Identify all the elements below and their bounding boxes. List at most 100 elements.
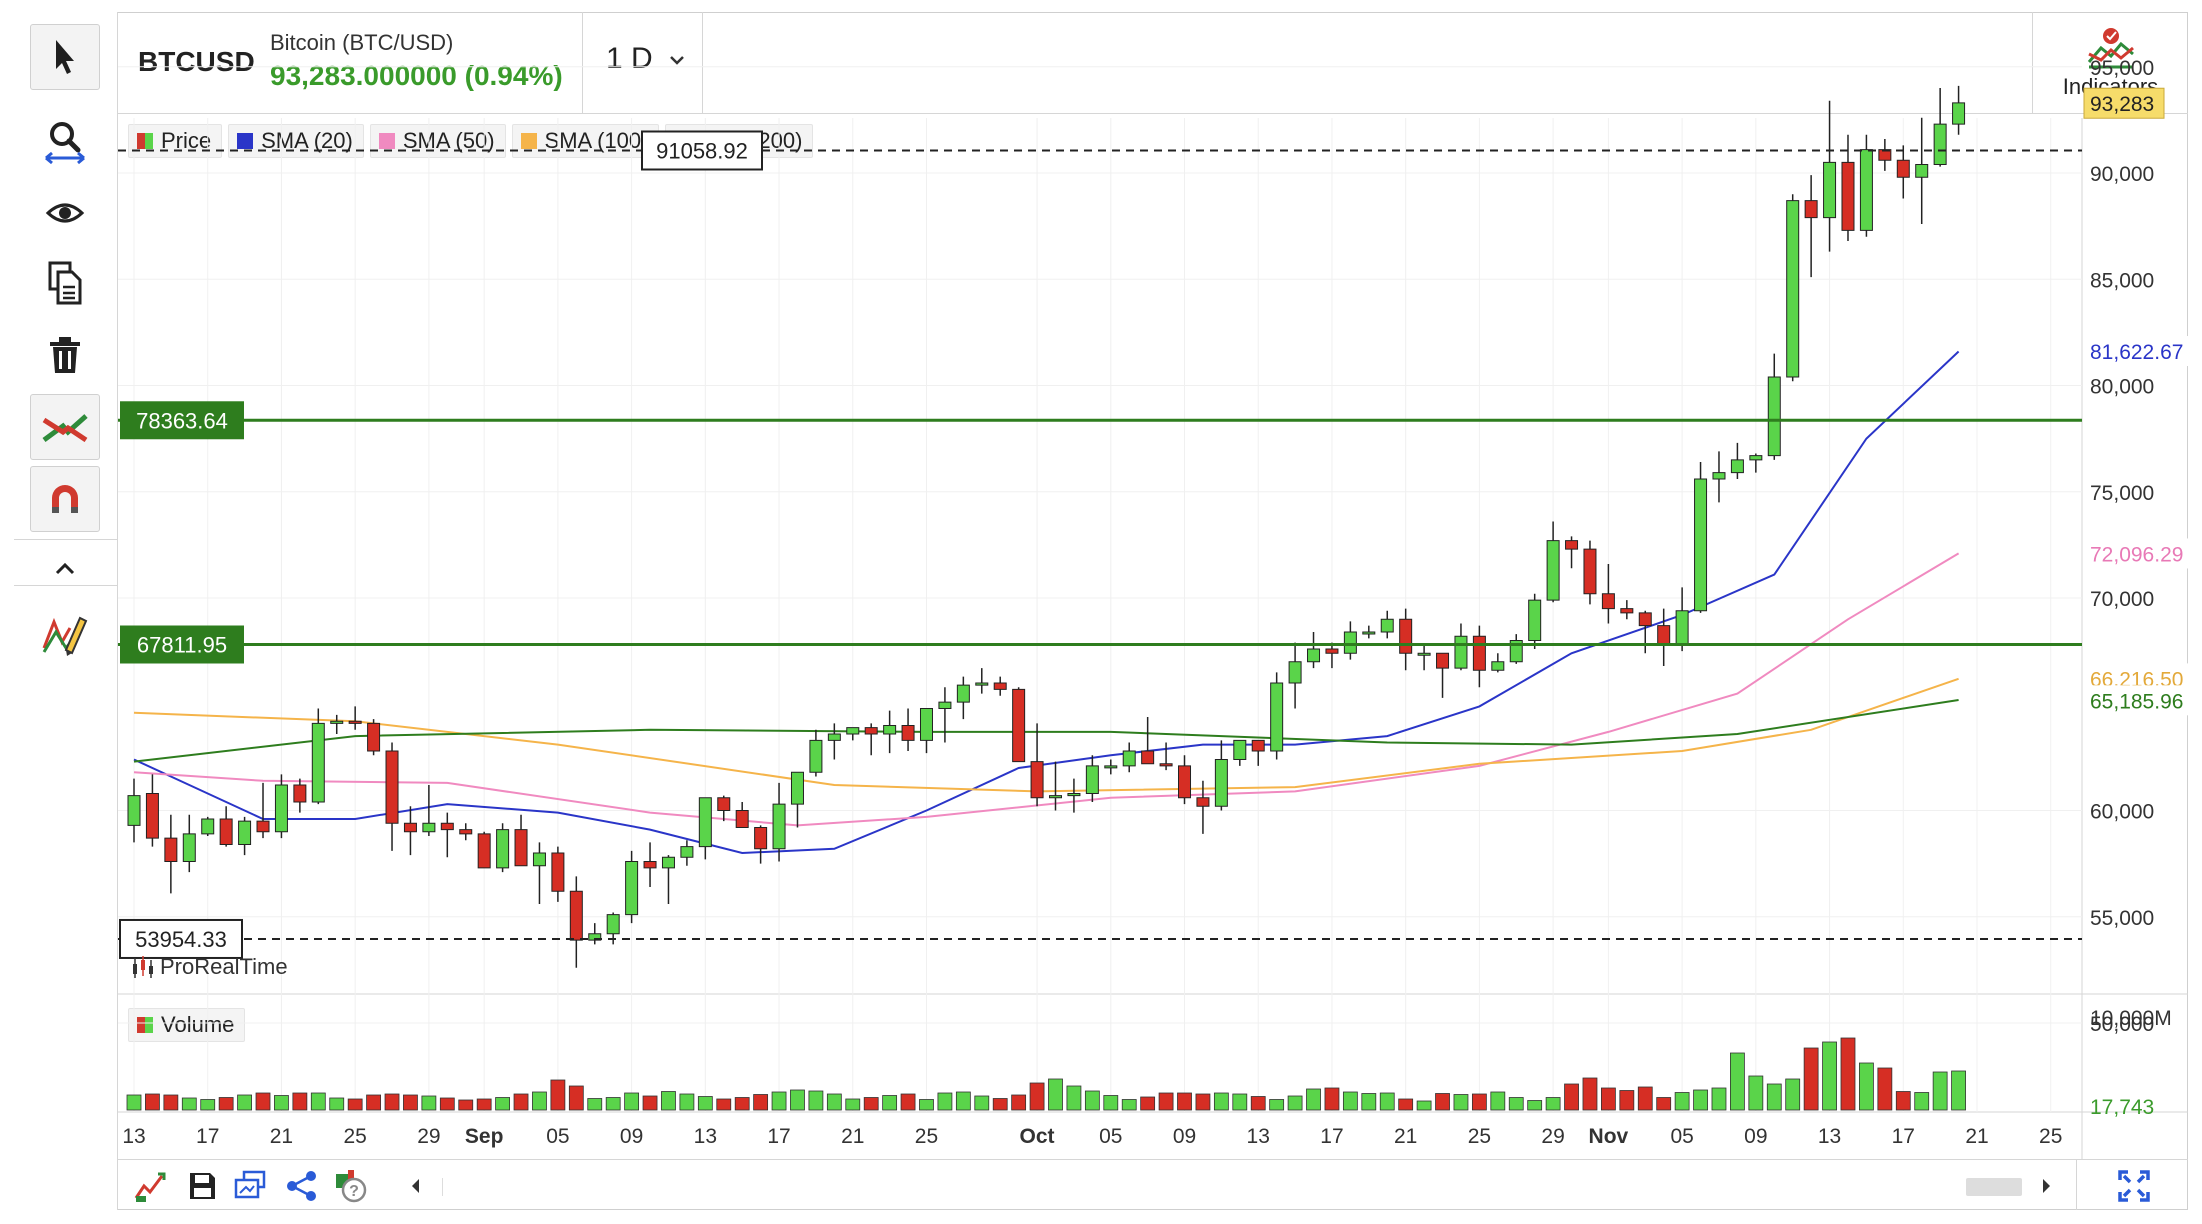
- zoom-tool-button[interactable]: [30, 108, 100, 174]
- delete-drawing-button[interactable]: [30, 322, 100, 388]
- volume-bar: [145, 1093, 160, 1111]
- volume-bar: [1711, 1087, 1727, 1111]
- candle-body: [625, 861, 639, 916]
- copy-drawing-button[interactable]: [30, 250, 100, 316]
- candle: [1307, 632, 1321, 669]
- candle: [625, 850, 639, 924]
- volume-bar: [495, 1097, 511, 1111]
- candle: [809, 729, 823, 777]
- magnet-mode-button[interactable]: [30, 466, 100, 532]
- volume-bar: [1895, 1091, 1911, 1111]
- sma50-swatch: [378, 133, 395, 149]
- screenshot-icon[interactable]: [232, 1168, 268, 1204]
- candle-body: [993, 682, 1007, 690]
- candle: [698, 797, 712, 860]
- candle-body: [348, 720, 362, 724]
- volume-bar: [384, 1093, 400, 1111]
- time-tick-label: 29: [1541, 1125, 1564, 1148]
- drawing-tools-button[interactable]: [30, 600, 100, 666]
- timeframe-selector[interactable]: 1 D: [606, 42, 653, 75]
- scroll-thumb[interactable]: [1966, 1178, 2022, 1196]
- volume-bar: [1619, 1090, 1635, 1111]
- candle-body: [698, 797, 712, 848]
- symbol-ticker[interactable]: BTCUSD: [138, 46, 255, 77]
- price-tick-label: 80,000: [2090, 376, 2154, 399]
- trade-icon[interactable]: [132, 1168, 168, 1204]
- candle-body: [1454, 635, 1468, 669]
- price-swatch: [137, 133, 153, 149]
- price-tag-box: [2084, 685, 2188, 716]
- candle: [901, 708, 915, 751]
- candle: [588, 923, 602, 945]
- candle: [1804, 175, 1818, 278]
- volume-bar: [1103, 1095, 1119, 1111]
- cursor-arrow-icon: [56, 40, 74, 74]
- price-tag-box: [2084, 336, 2188, 367]
- volume-bar: [955, 1091, 971, 1111]
- share-icon[interactable]: [284, 1168, 320, 1204]
- volume-bar: [1582, 1077, 1598, 1111]
- candle: [164, 814, 178, 894]
- chevron-down-icon[interactable]: [668, 54, 686, 68]
- volume-bar: [1011, 1094, 1027, 1111]
- trend-tool-button[interactable]: [30, 394, 100, 460]
- candle: [145, 774, 159, 847]
- legend-item-volume[interactable]: Volume: [128, 1008, 246, 1042]
- volume-bar: [532, 1091, 547, 1111]
- volume-bar: [1379, 1092, 1395, 1111]
- candle: [938, 687, 952, 743]
- candle-body: [827, 733, 841, 741]
- candle-body: [569, 890, 583, 941]
- candle-body: [238, 820, 252, 845]
- help-icon[interactable]: ?: [332, 1168, 368, 1204]
- candle-body: [643, 861, 657, 869]
- candle: [551, 846, 565, 902]
- price-tag-text: 72,096.29: [2090, 543, 2183, 566]
- candle: [1049, 761, 1062, 811]
- show-hide-button[interactable]: [30, 180, 100, 246]
- candle: [1546, 521, 1560, 603]
- candle: [348, 706, 362, 730]
- candle-body: [846, 727, 860, 735]
- legend-item-price[interactable]: Price: [128, 124, 223, 158]
- scroll-left-icon[interactable]: [408, 1176, 424, 1196]
- candle: [661, 855, 675, 904]
- candle: [717, 795, 731, 822]
- candle-body: [1012, 688, 1026, 763]
- volume-bar: [237, 1094, 252, 1111]
- candle-body: [1859, 149, 1873, 231]
- candle: [1122, 742, 1136, 773]
- volume-bar: [439, 1097, 455, 1111]
- candle-body: [975, 682, 989, 686]
- save-icon[interactable]: [184, 1168, 220, 1204]
- candle: [1233, 739, 1247, 766]
- legend-item-sma-50[interactable]: SMA (50): [369, 124, 506, 158]
- candle: [201, 816, 215, 836]
- price-tick-label: 85,000: [2090, 269, 2154, 292]
- candle: [367, 719, 381, 756]
- legend-item-sma-20[interactable]: SMA (20): [228, 124, 364, 158]
- volume-bar: [1306, 1088, 1321, 1111]
- candle: [1196, 780, 1210, 834]
- zoom-magnifier-icon: [45, 122, 85, 165]
- volume-bar: [1914, 1092, 1930, 1111]
- candle-body: [1896, 159, 1910, 178]
- candle: [1823, 100, 1837, 252]
- candle: [1786, 194, 1800, 382]
- volume-bar: [126, 1094, 142, 1111]
- scroll-right-icon[interactable]: [2038, 1176, 2054, 1196]
- volume-bar: [771, 1091, 787, 1111]
- candle-body: [385, 750, 399, 824]
- sma-line-200: [133, 699, 1959, 763]
- candle: [1399, 608, 1413, 671]
- candle: [1767, 353, 1781, 460]
- candle: [772, 782, 786, 862]
- pointer-tool-button[interactable]: [30, 24, 100, 90]
- fullscreen-icon[interactable]: [2116, 1168, 2152, 1204]
- collapse-toolbar-button[interactable]: [30, 542, 100, 596]
- candle: [532, 842, 546, 904]
- candle: [1952, 85, 1966, 135]
- candle: [1178, 755, 1192, 805]
- volume-bar: [845, 1098, 861, 1111]
